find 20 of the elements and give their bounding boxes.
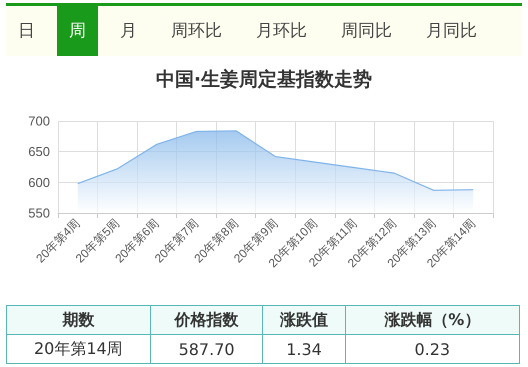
text: 587.70 [150,334,263,364]
text: 周环比 [170,20,223,43]
text: 周同比 [340,20,393,43]
text: 月环比 [255,20,308,43]
text: 20年第14周 [6,334,150,364]
y-tick-label: 650 [28,144,50,160]
text: 涨跌幅（%） [345,306,520,334]
y-tick-label: 550 [28,206,50,220]
y-tick-label: 700 [28,114,50,128]
text: 1.34 [262,334,346,364]
text: 期数 [6,306,150,334]
text: 价格指数 [150,306,263,334]
text: 涨跌值 [262,306,346,334]
text: 月 [119,20,138,43]
chart-title: 中国·生姜周定基指数走势 [156,68,372,90]
text: 0.23 [345,334,520,364]
text: 日 [17,20,36,43]
y-tick-label: 600 [28,174,50,190]
text: 月同比 [425,20,478,43]
text: 周 [57,6,98,56]
